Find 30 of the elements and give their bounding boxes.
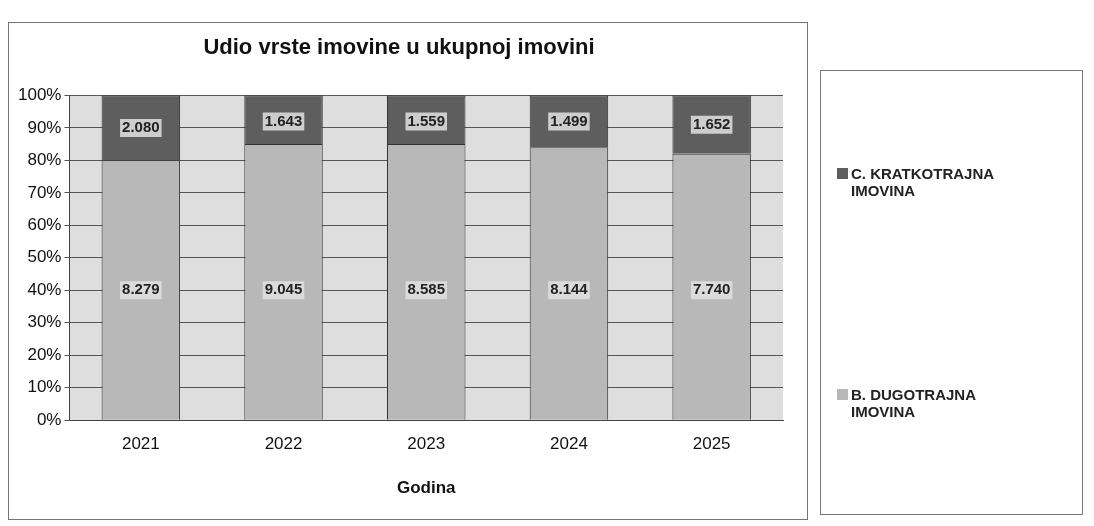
annotation: 9.045 — [264, 280, 303, 298]
y-tick-label: 30% — [27, 312, 62, 332]
y-tick-label: 0% — [36, 409, 62, 429]
annotation: 1.652 — [692, 114, 731, 132]
x-tick-label: 2023 — [407, 434, 446, 454]
x-axis-title: Godina — [396, 478, 457, 498]
y-tick-label: 100% — [18, 85, 62, 105]
annotation: 1.559 — [407, 111, 446, 129]
y-tick-label: 40% — [27, 279, 62, 299]
y-tick-label: 70% — [27, 182, 62, 202]
annotation: 8.585 — [407, 280, 446, 298]
legend-label: C. KRATKOTRAJNA IMOVINA — [851, 164, 995, 199]
annotation: 1.643 — [264, 111, 303, 129]
x-tick-label: 2024 — [550, 434, 588, 454]
chart-title: Udio vrste imovine u ukupnoj imovini — [203, 34, 595, 60]
y-tick-label: 20% — [27, 344, 62, 364]
y-tick-label: 90% — [27, 117, 62, 137]
annotation: 2.080 — [122, 118, 160, 136]
y-tick-label: 50% — [27, 247, 62, 267]
y-tick-label: 10% — [27, 377, 62, 397]
x-tick-label: 2021 — [121, 434, 160, 454]
x-tick-label: 2025 — [692, 434, 731, 454]
y-tick-label: 80% — [27, 150, 62, 170]
annotation: 1.499 — [550, 111, 588, 129]
legend-label: B. DUGOTRAJNA IMOVINA — [851, 386, 977, 421]
x-tick-label: 2022 — [264, 434, 303, 454]
annotation: 8.144 — [550, 280, 589, 298]
annotation: 7.740 — [692, 280, 731, 298]
annotation: 8.279 — [122, 280, 160, 298]
y-tick-label: 60% — [27, 215, 62, 235]
